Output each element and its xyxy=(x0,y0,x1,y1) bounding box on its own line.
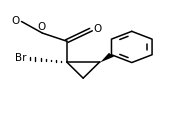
Text: O: O xyxy=(37,22,46,32)
Text: O: O xyxy=(94,24,102,34)
Text: O: O xyxy=(12,16,20,26)
Text: Br: Br xyxy=(15,53,27,63)
Polygon shape xyxy=(100,53,114,62)
